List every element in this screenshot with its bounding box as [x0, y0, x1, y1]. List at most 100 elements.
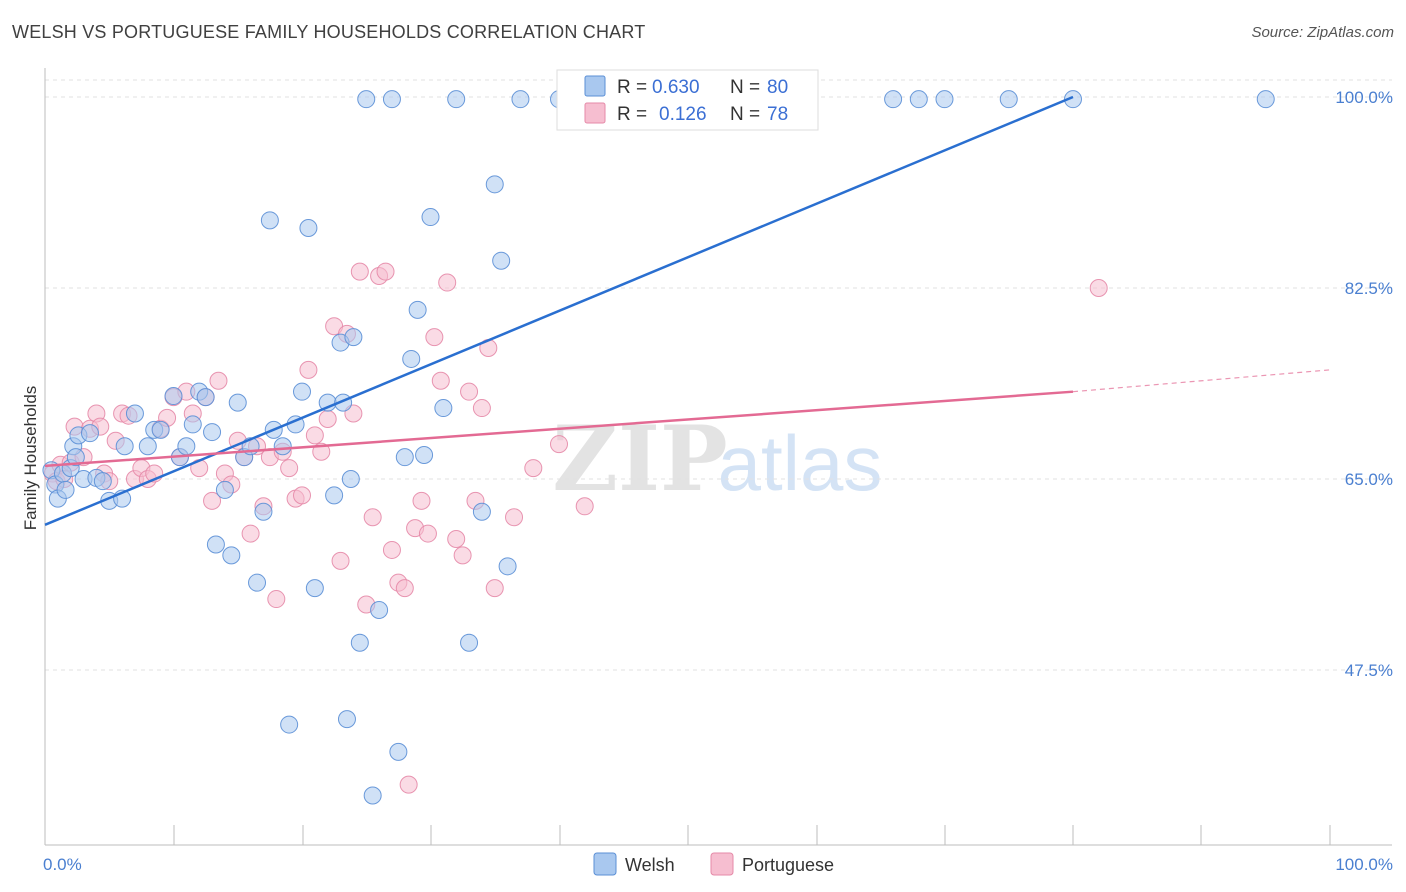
portuguese-point [460, 382, 479, 401]
watermark: ZIP atlas [552, 406, 882, 512]
welsh-point [884, 90, 903, 109]
welsh-point [363, 786, 382, 805]
welsh-point [115, 437, 134, 456]
portuguese-point [331, 551, 350, 570]
bottom-legend-welsh-swatch [593, 852, 617, 876]
portuguese-point [363, 508, 382, 527]
welsh-point [421, 208, 440, 227]
welsh-point [337, 710, 356, 729]
trend-lines [44, 95, 1331, 526]
legend-portuguese-n-label: N = [730, 104, 760, 125]
welsh-point [260, 211, 279, 230]
welsh-point [999, 90, 1018, 109]
legend: R = 0.630 N = 80 R = 0.126 N = 78 [556, 69, 819, 131]
y-axis-label: Family Households [21, 386, 40, 531]
legend-portuguese-r-label: R = [617, 104, 647, 125]
welsh-point [350, 633, 369, 652]
portuguese-point [447, 530, 466, 549]
welsh-point [138, 437, 157, 456]
welsh-point [66, 448, 85, 467]
welsh-point [485, 175, 504, 194]
welsh-point [228, 393, 247, 412]
portuguese-point [293, 486, 311, 505]
legend-portuguese-r-value: 0.126 [659, 104, 707, 125]
welsh-point [415, 445, 434, 464]
portuguese-point [524, 459, 543, 478]
x-tick-labels: 0.0% 100.0% [43, 855, 1393, 874]
welsh-point [402, 349, 421, 368]
watermark-atlas: atlas [718, 419, 883, 507]
legend-welsh-swatch [584, 75, 606, 97]
portuguese-trend-line [44, 390, 1074, 468]
x-tick-label: 0.0% [43, 855, 82, 874]
grid-lines [45, 79, 1392, 671]
y-tick-label: 47.5% [1345, 661, 1393, 680]
portuguese-point [453, 546, 472, 565]
legend-welsh-r-label: R = [617, 77, 647, 98]
welsh-point [93, 472, 112, 491]
welsh-point [254, 502, 273, 521]
legend-welsh-n-value: 80 [767, 77, 788, 98]
welsh-point [434, 399, 453, 418]
chart-title: WELSH VS PORTUGUESE FAMILY HOUSEHOLDS CO… [12, 22, 646, 42]
legend-welsh-r-value: 0.630 [652, 77, 700, 98]
welsh-point [206, 535, 225, 554]
portuguese-point [431, 371, 450, 390]
legend-welsh-n-label: N = [730, 77, 760, 98]
welsh-point [498, 557, 517, 576]
welsh-point [125, 404, 144, 423]
welsh-point [177, 437, 196, 456]
portuguese-point [267, 590, 286, 609]
welsh-point [511, 90, 530, 109]
welsh-point [492, 251, 511, 270]
welsh-point [203, 423, 222, 442]
welsh-point [222, 546, 241, 565]
welsh-point [460, 633, 479, 652]
portuguese-trend-extension [1072, 369, 1331, 393]
bottom-legend-portuguese-label: Portuguese [742, 855, 834, 875]
axes [44, 68, 1392, 846]
welsh-point [196, 388, 215, 407]
welsh-point [299, 218, 318, 237]
portuguese-point [485, 579, 504, 598]
welsh-point [273, 437, 292, 456]
welsh-point [293, 382, 311, 401]
welsh-point [280, 715, 299, 734]
welsh-point [164, 387, 183, 406]
source-label: Source: ZipAtlas.com [1251, 24, 1394, 41]
portuguese-point [382, 540, 401, 559]
portuguese-point [280, 459, 299, 478]
welsh-point [1256, 90, 1275, 109]
welsh-point [357, 90, 376, 109]
welsh-point [1064, 90, 1082, 109]
y-tick-label: 65.0% [1345, 470, 1393, 489]
bottom-legend-portuguese-swatch [710, 852, 734, 876]
welsh-point [80, 424, 99, 443]
bottom-legend-welsh-label: Welsh [625, 855, 675, 875]
x-tick-label: 100.0% [1335, 855, 1393, 874]
welsh-point [215, 480, 234, 499]
welsh-point [395, 448, 414, 467]
portuguese-point [376, 262, 395, 281]
portuguese-point [1089, 279, 1108, 297]
portuguese-point [425, 328, 444, 347]
portuguese-point [241, 524, 260, 543]
legend-portuguese-swatch [584, 102, 606, 124]
legend-portuguese-n-value: 78 [767, 104, 788, 125]
portuguese-point [318, 409, 337, 428]
portuguese-point [575, 497, 594, 516]
y-tick-label: 100.0% [1335, 88, 1393, 107]
portuguese-point [550, 435, 568, 454]
welsh-point [305, 579, 324, 598]
welsh-point [344, 328, 363, 347]
portuguese-point [438, 273, 457, 292]
welsh-point [472, 502, 491, 521]
y-tick-label: 82.5% [1345, 279, 1393, 298]
portuguese-point [203, 491, 222, 510]
portuguese-point [305, 426, 324, 445]
portuguese-point [472, 399, 491, 418]
welsh-point [183, 415, 202, 434]
welsh-point [151, 420, 170, 439]
welsh-point [248, 573, 267, 592]
